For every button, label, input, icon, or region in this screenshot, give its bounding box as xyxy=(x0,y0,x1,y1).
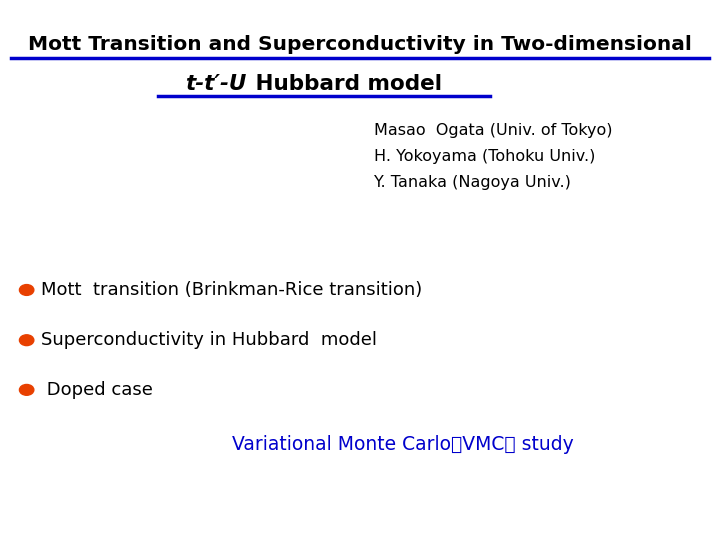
Text: Superconductivity in Hubbard  model: Superconductivity in Hubbard model xyxy=(41,331,377,349)
Text: Doped case: Doped case xyxy=(41,381,153,399)
Text: Mott  transition (Brinkman-Rice transition): Mott transition (Brinkman-Rice transitio… xyxy=(41,281,423,299)
Text: Hubbard model: Hubbard model xyxy=(248,73,441,94)
Text: Variational Monte Carlo（VMC） study: Variational Monte Carlo（VMC） study xyxy=(233,435,574,455)
Text: H. Yokoyama (Tohoku Univ.): H. Yokoyama (Tohoku Univ.) xyxy=(374,149,595,164)
Text: Y. Tanaka (Nagoya Univ.): Y. Tanaka (Nagoya Univ.) xyxy=(374,175,571,190)
Text: Mott Transition and Superconductivity in Two-dimensional: Mott Transition and Superconductivity in… xyxy=(28,35,692,54)
Text: t-t′-U: t-t′-U xyxy=(185,73,246,94)
Text: Masao  Ogata (Univ. of Tokyo): Masao Ogata (Univ. of Tokyo) xyxy=(374,123,613,138)
